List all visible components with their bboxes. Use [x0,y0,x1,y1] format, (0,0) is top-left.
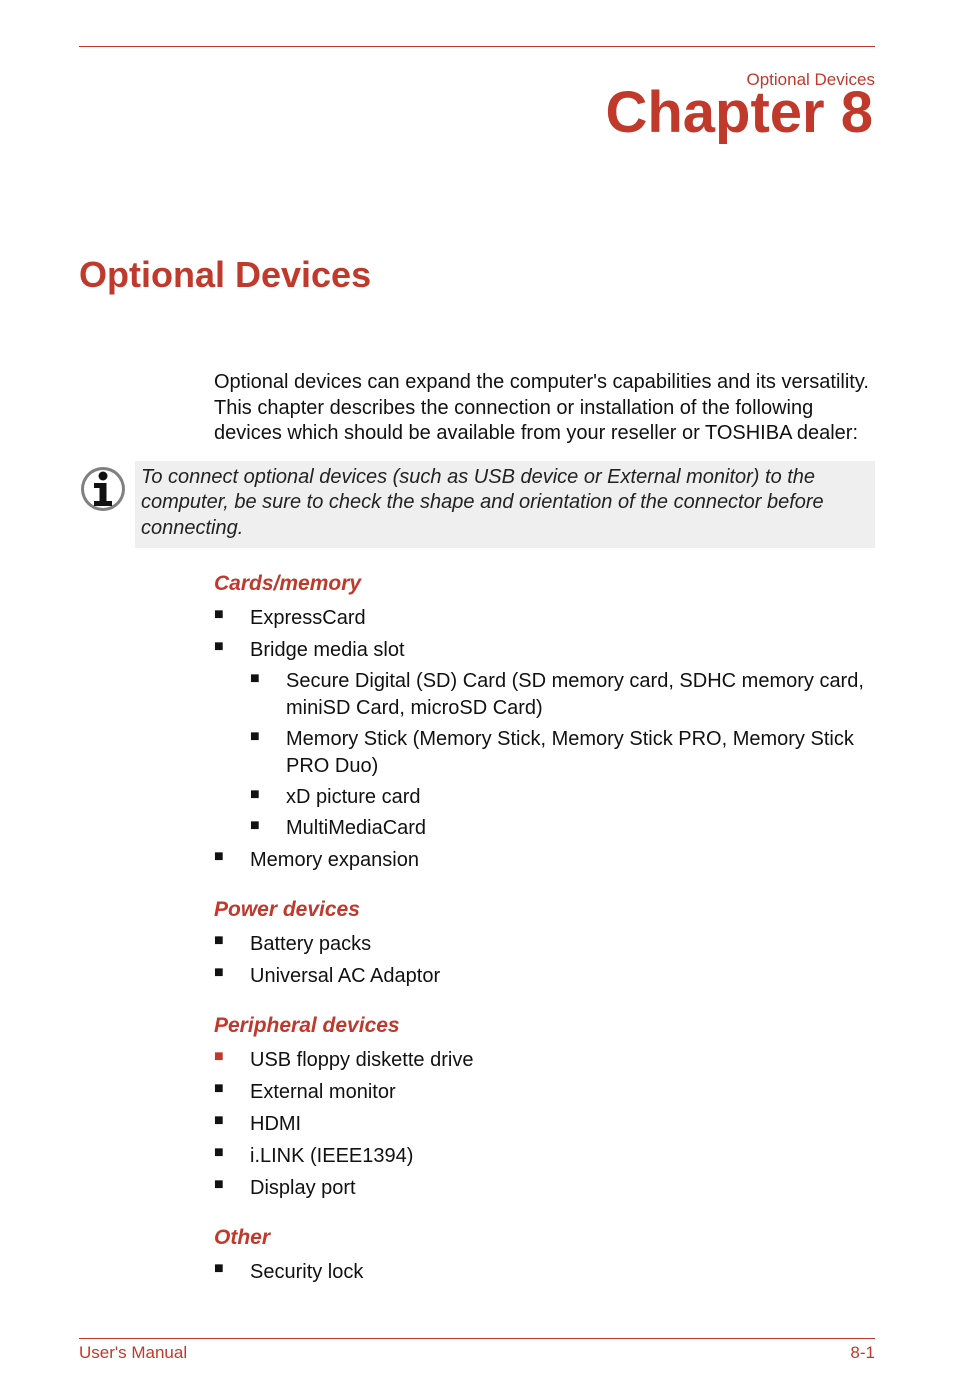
footer-page-number: 8-1 [850,1343,875,1363]
subhead-cards-memory: Cards/memory [214,572,875,596]
note-callout: To connect optional devices (such as USB… [79,461,875,548]
running-head: Optional Devices [746,70,875,90]
list-cards: ExpressCard Bridge media slot Secure Dig… [214,604,875,874]
list-item: i.LINK (IEEE1394) [214,1142,875,1170]
list-item: Memory expansion [214,846,875,874]
list-peripheral: USB floppy diskette drive External monit… [214,1046,875,1202]
info-icon [79,461,127,517]
subhead-power-devices: Power devices [214,898,875,922]
list-item: USB floppy diskette drive [214,1046,875,1074]
list-item: Secure Digital (SD) Card (SD memory card… [250,668,875,722]
section-title: Optional Devices [79,254,875,296]
list-item: Universal AC Adaptor [214,962,875,990]
footer-doc-title: User's Manual [79,1343,187,1363]
list-item: Display port [214,1174,875,1202]
list-item: Bridge media slot Secure Digital (SD) Ca… [214,636,875,842]
list-bridge-media-sub: Secure Digital (SD) Card (SD memory card… [250,668,875,842]
list-item: Memory Stick (Memory Stick, Memory Stick… [250,726,875,780]
note-text: To connect optional devices (such as USB… [135,461,875,548]
list-item: Battery packs [214,930,875,958]
subhead-peripheral-devices: Peripheral devices [214,1014,875,1038]
list-power: Battery packs Universal AC Adaptor [214,930,875,990]
page: Optional Devices Chapter 8 Optional Devi… [0,46,954,1397]
list-item: ExpressCard [214,604,875,632]
list-item: xD picture card [250,784,875,811]
list-item: MultiMediaCard [250,815,875,842]
list-item: External monitor [214,1078,875,1106]
intro-paragraph: Optional devices can expand the computer… [79,370,875,447]
list-other: Security lock [214,1258,875,1286]
footer-rule [79,1338,875,1339]
list-item: Security lock [214,1258,875,1286]
content-body: Cards/memory ExpressCard Bridge media sl… [79,572,875,1286]
header-rule [79,46,875,47]
list-item-label: Bridge media slot [250,639,405,661]
list-item: HDMI [214,1110,875,1138]
subhead-other: Other [214,1226,875,1250]
